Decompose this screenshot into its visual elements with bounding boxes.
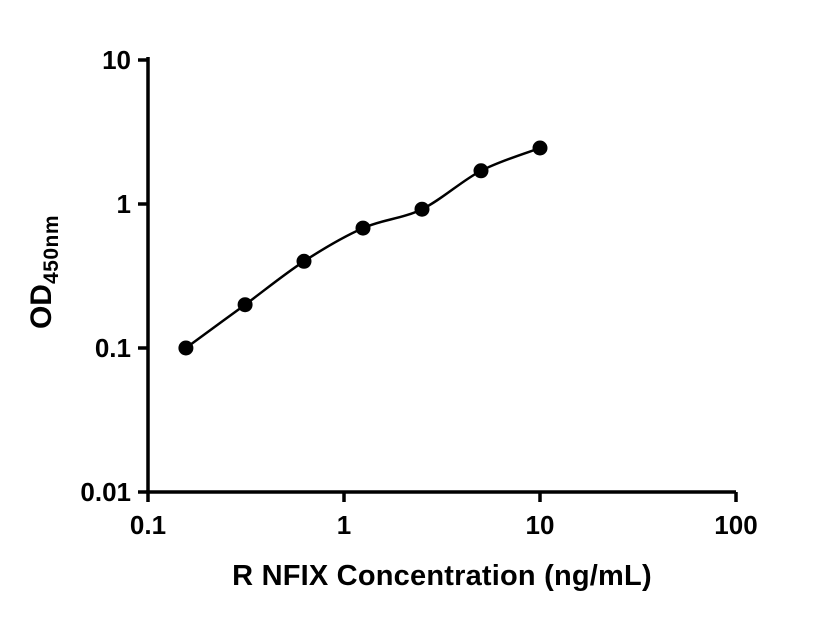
x-tick-label: 100 <box>714 510 757 540</box>
y-tick-label: 0.01 <box>80 477 131 507</box>
x-tick-label: 10 <box>526 510 555 540</box>
x-tick-label: 0.1 <box>130 510 166 540</box>
y-axis-title-main: OD <box>25 284 58 330</box>
data-point <box>237 297 253 313</box>
y-tick-label: 10 <box>102 45 131 75</box>
fit-curve <box>185 146 541 350</box>
y-tick-label: 0.1 <box>95 333 131 363</box>
data-point <box>473 163 489 179</box>
data-point <box>296 253 312 269</box>
data-point <box>178 340 194 356</box>
data-point <box>355 220 371 236</box>
x-axis-title: R NFIX Concentration (ng/mL) <box>232 560 652 592</box>
y-tick-label: 1 <box>117 189 131 219</box>
x-tick-label: 1 <box>337 510 351 540</box>
y-axis-title: OD450nm <box>20 122 64 422</box>
data-point <box>532 140 548 156</box>
y-axis-title-subscript: 450nm <box>40 214 63 285</box>
data-point <box>414 201 430 217</box>
